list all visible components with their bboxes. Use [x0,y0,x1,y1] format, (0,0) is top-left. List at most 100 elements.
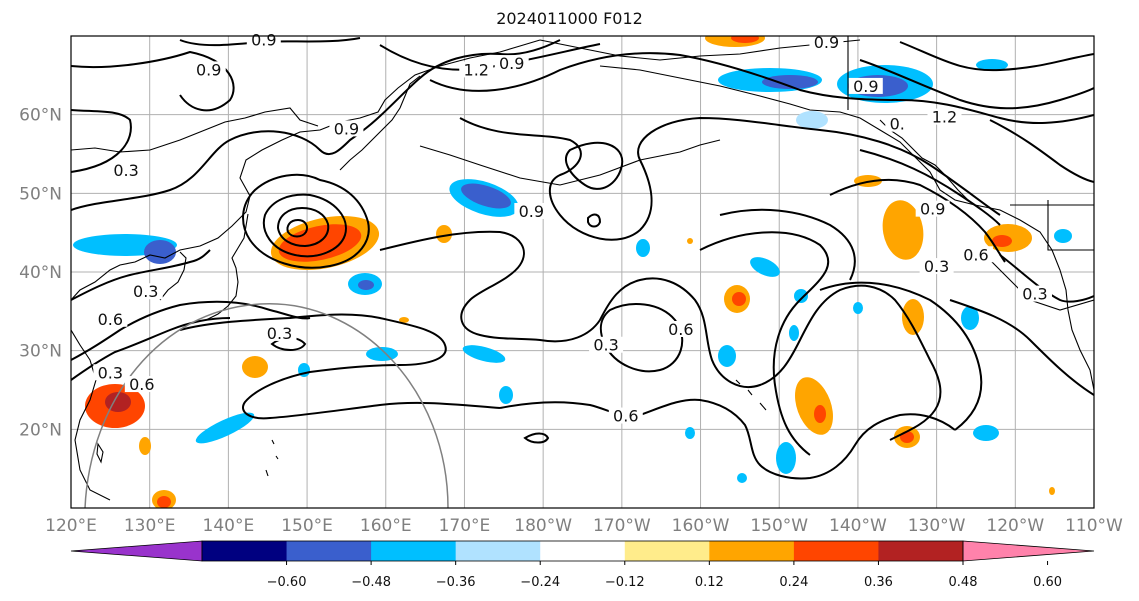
coast-asia-inner [71,107,319,153]
contour-label: 0.9 [334,119,359,138]
shade-neg [461,183,511,209]
colorbar-segment [624,541,710,561]
contour-label: 1.2 [464,60,489,79]
contour-label-bg [109,162,144,179]
lon-tick-label: 110°W [1065,516,1123,536]
lon-tick-label: 130°E [124,516,176,536]
contour-ne-arc [989,119,1094,183]
colorbar-tick-label: 0.48 [949,575,978,590]
lat-tick-label: 60°N [19,106,62,126]
shade-pos [731,36,759,43]
lon-tick-label: 150°W [750,516,808,536]
shade-neg [796,111,828,129]
shade-pos [900,431,914,443]
coast-na-west [1067,309,1094,391]
colorbar-segment [878,541,964,561]
coastlines [71,36,1094,501]
map-title: 2024011000 F012 [496,9,643,28]
contour-small-loop [587,213,602,228]
contour-label: 0.3 [267,324,292,343]
colorbar-segment [540,541,626,561]
shade-pos [992,235,1012,247]
contour-label-bg [809,33,844,50]
lon-tick-label: 140°E [203,516,255,536]
shade-neg [718,345,736,367]
contour-label-bg [589,336,624,353]
contour-labels: 0.9 0.9 1.2 0.9 0.9 0.9 0.9 1.2 0. 0.3 0.9 0.9 0.3 0.… [93,31,1052,426]
contour-low-ring1 [262,193,347,258]
shade-pos [278,224,362,262]
lon-tick-label: 130°W [908,516,966,536]
contour-label: 0.6 [963,245,988,264]
contour-label-bg [885,115,910,132]
contour-0.3-east-loop [819,281,983,431]
contour-label-bg [608,407,643,424]
shade-pos [242,356,268,378]
contour-label-bg [915,200,950,217]
shade-neg [195,412,255,444]
contour-low-ring2 [276,206,330,248]
contour-0.3-bottom-loop [699,231,830,456]
shade-pos [399,317,409,323]
contour-1.2-ak [859,59,1094,110]
contour-label-bg [663,321,698,337]
shade-neg [973,425,999,441]
contour-label: 0.9 [499,54,524,73]
shade-neg [794,289,808,303]
contour-label-bg [848,77,883,94]
contour-0.6-central [379,230,942,441]
lon-tick-label: 120°E [45,516,97,536]
longitude-labels: 120°E 130°E 140°E 150°E 160°E 170°E 180°W 170°W… [45,516,1123,536]
contour-label-bg [93,364,128,381]
shade-neg [737,473,747,483]
shade-pos [139,437,151,455]
shade-pos [902,299,924,335]
shade-neg [1054,229,1072,243]
contour-label-bg [514,203,549,219]
contour-label: 0.9 [196,60,221,79]
shade-neg [853,302,863,314]
contour-label-bg [927,108,962,125]
map-frame [70,35,1095,509]
contour-label-bg [494,55,529,72]
lon-tick-label: 170°E [439,516,491,536]
contour-label-bg [919,258,954,275]
contour-label: 0.3 [98,363,123,382]
contour-label: 0.3 [593,336,618,355]
contour-label-bg [191,61,226,78]
lon-tick-label: 160°E [360,516,412,536]
border-us [989,259,1094,311]
shade-pos [814,405,826,423]
coast-asia [71,39,541,301]
contour-outer-west [71,39,561,211]
shade-neg [685,427,695,439]
contour-label-bg [93,310,128,327]
contour-low-ring3 [286,218,308,238]
contour-label: 0.6 [98,310,123,329]
colorbar-tick-label: −0.48 [351,575,391,590]
contour-label: 0.9 [519,202,544,221]
contour-label-bg [124,376,159,393]
lon-tick-label: 170°W [593,516,651,536]
shade-neg [462,345,506,363]
coast-korea [159,251,187,301]
range-circle [84,303,449,508]
contours [71,37,1094,480]
contour-label-bg [329,120,364,137]
colorbar-segment [793,541,879,561]
contour-gulf [859,149,1001,226]
shade-pos [882,200,924,260]
contour-0.3-ne [999,254,1094,303]
contour-0.3-center [599,303,684,373]
lon-tick-label: 150°E [281,516,333,536]
contour-0.3-sw [71,300,311,361]
colorbar-tick-label: 0.24 [779,575,808,590]
colorbar-segment [286,541,372,561]
coast-japan [205,213,249,321]
contour-0.6-west [71,249,211,301]
coast-alaska [599,65,1069,311]
contour-0.3-mid [179,313,501,420]
colorbar-segment [455,541,541,561]
lat-tick-label: 40°N [19,263,62,283]
colorbar: −0.60 −0.48 −0.36 −0.24 −0.12 0.12 0.24 0.36 0.4… [70,540,1095,590]
